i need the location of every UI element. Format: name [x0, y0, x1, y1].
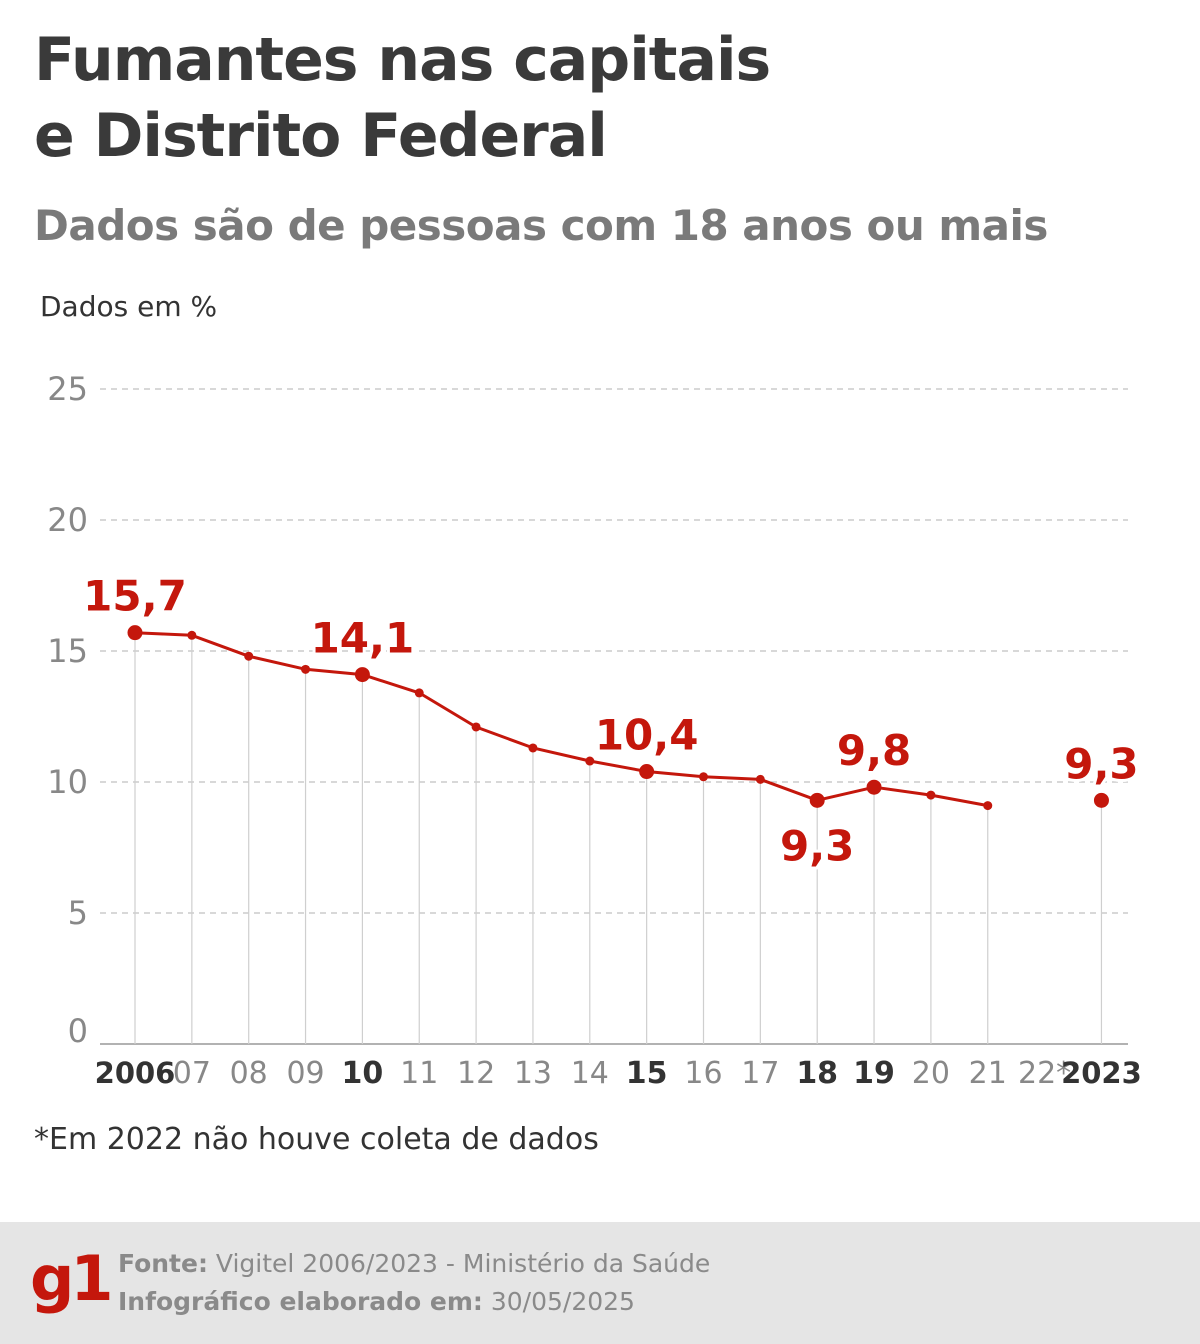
source-label: Fonte: — [118, 1249, 208, 1278]
data-point — [414, 688, 424, 698]
source-line: Fonte: Vigitel 2006/2023 - Ministério da… — [118, 1248, 710, 1280]
data-label: 14,1 — [311, 614, 415, 663]
data-label: 9,3 — [1064, 739, 1138, 788]
x-tick-label: 18 — [796, 1056, 838, 1091]
data-point — [354, 667, 370, 683]
data-point — [755, 774, 765, 784]
x-tick-label: 07 — [173, 1056, 211, 1091]
data-point — [983, 801, 993, 811]
date-label: Infográfico elaborado em: — [118, 1287, 483, 1316]
data-point — [127, 625, 143, 641]
data-point — [926, 790, 936, 800]
x-tick-label: 21 — [969, 1056, 1007, 1091]
data-label: 9,3 — [780, 821, 854, 870]
data-label: 10,4 — [595, 711, 699, 760]
x-tick-label: 22* — [1018, 1056, 1071, 1091]
x-tick-label: 17 — [741, 1056, 779, 1091]
data-point — [528, 743, 538, 753]
chart-title: Fumantes nas capitais e Distrito Federal — [34, 22, 1174, 174]
g1-logo: g1 — [30, 1242, 114, 1315]
footnote: *Em 2022 não houve coleta de dados — [34, 1122, 599, 1157]
date-line: Infográfico elaborado em: 30/05/2025 — [118, 1286, 635, 1318]
x-tick-label: 2023 — [1061, 1056, 1142, 1090]
x-tick-label: 14 — [571, 1056, 609, 1091]
x-tick-label: 20 — [912, 1056, 950, 1091]
x-tick-label: 13 — [514, 1056, 552, 1091]
x-tick-label: 12 — [457, 1056, 495, 1091]
x-tick-label: 19 — [853, 1056, 895, 1091]
data-label: 15,7 — [83, 572, 187, 621]
data-point — [187, 630, 197, 640]
y-tick-label: 15 — [47, 632, 88, 670]
x-tick-label: 11 — [400, 1056, 438, 1091]
y-tick-label: 20 — [47, 501, 88, 539]
y-tick-label: 10 — [47, 763, 88, 801]
x-tick-label: 09 — [286, 1056, 324, 1091]
x-tick-label: 08 — [230, 1056, 268, 1091]
data-point — [809, 792, 825, 808]
y-tick-label: 5 — [68, 894, 88, 932]
chart-subtitle: Dados são de pessoas com 18 anos ou mais — [34, 201, 1048, 250]
data-point — [866, 779, 882, 795]
data-label: 9,8 — [837, 726, 911, 775]
title-line-1: Fumantes nas capitais — [34, 25, 771, 95]
data-point — [639, 764, 655, 780]
y-tick-label: 25 — [47, 370, 88, 408]
y-tick-label: 0 — [68, 1012, 88, 1050]
data-point — [301, 664, 311, 674]
series-line — [134, 631, 989, 808]
source-value: Vigitel 2006/2023 - Ministério da Saúde — [215, 1249, 711, 1278]
data-point — [1093, 792, 1109, 808]
data-point — [585, 756, 595, 766]
x-tick-label: 15 — [626, 1056, 668, 1091]
date-value: 30/05/2025 — [490, 1287, 635, 1316]
title-line-2: e Distrito Federal — [34, 101, 608, 171]
x-tick-label: 2006 — [95, 1056, 176, 1090]
data-point — [471, 722, 481, 732]
x-tick-label: 10 — [342, 1056, 384, 1091]
x-tick-label: 16 — [684, 1056, 722, 1091]
data-point — [244, 651, 254, 661]
unit-label: Dados em % — [40, 290, 218, 323]
data-point — [699, 772, 708, 782]
footer: g1 Fonte: Vigitel 2006/2023 - Ministério… — [0, 1222, 1200, 1344]
